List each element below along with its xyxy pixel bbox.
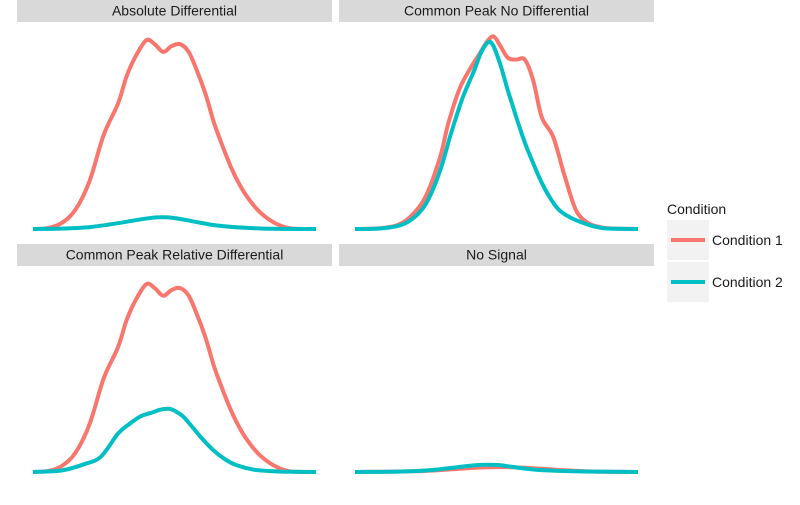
series-line-condition-2 (32, 406, 317, 474)
facet-common-peak-no-differential: Common Peak No Differential (339, 0, 654, 236)
legend: Condition Condition 1 Condition 2 (667, 201, 783, 302)
facet-strip (17, 0, 332, 22)
facet-common-peak-relative-differential: Common Peak Relative Differential (17, 244, 332, 479)
series-line-condition-1 (32, 37, 316, 231)
series-line-condition-2 (354, 39, 639, 231)
series-line-condition-2 (354, 462, 639, 474)
facet-strip (339, 0, 654, 22)
legend-item: Condition 2 (667, 262, 783, 302)
facet-absolute-differential: Absolute Differential (17, 0, 332, 236)
facet-panel (339, 266, 654, 479)
facet-title: Common Peak No Differential (404, 3, 589, 19)
legend-label: Condition 2 (712, 274, 783, 290)
facet-panel (17, 266, 332, 479)
legend-label: Condition 1 (712, 232, 783, 248)
legend-item: Condition 1 (667, 220, 783, 260)
facet-title: Common Peak Relative Differential (66, 247, 284, 263)
series-line-condition-1 (32, 281, 316, 474)
series-line-condition-2 (32, 215, 317, 231)
facet-title: Absolute Differential (112, 3, 237, 19)
facet-panel (17, 22, 332, 236)
facet-title: No Signal (466, 247, 527, 263)
facet-strip (339, 244, 654, 266)
series-line-condition-1 (354, 34, 639, 231)
facet-no-signal: No Signal (339, 244, 654, 479)
facet-strip (17, 244, 332, 266)
legend-title: Condition (667, 201, 726, 217)
